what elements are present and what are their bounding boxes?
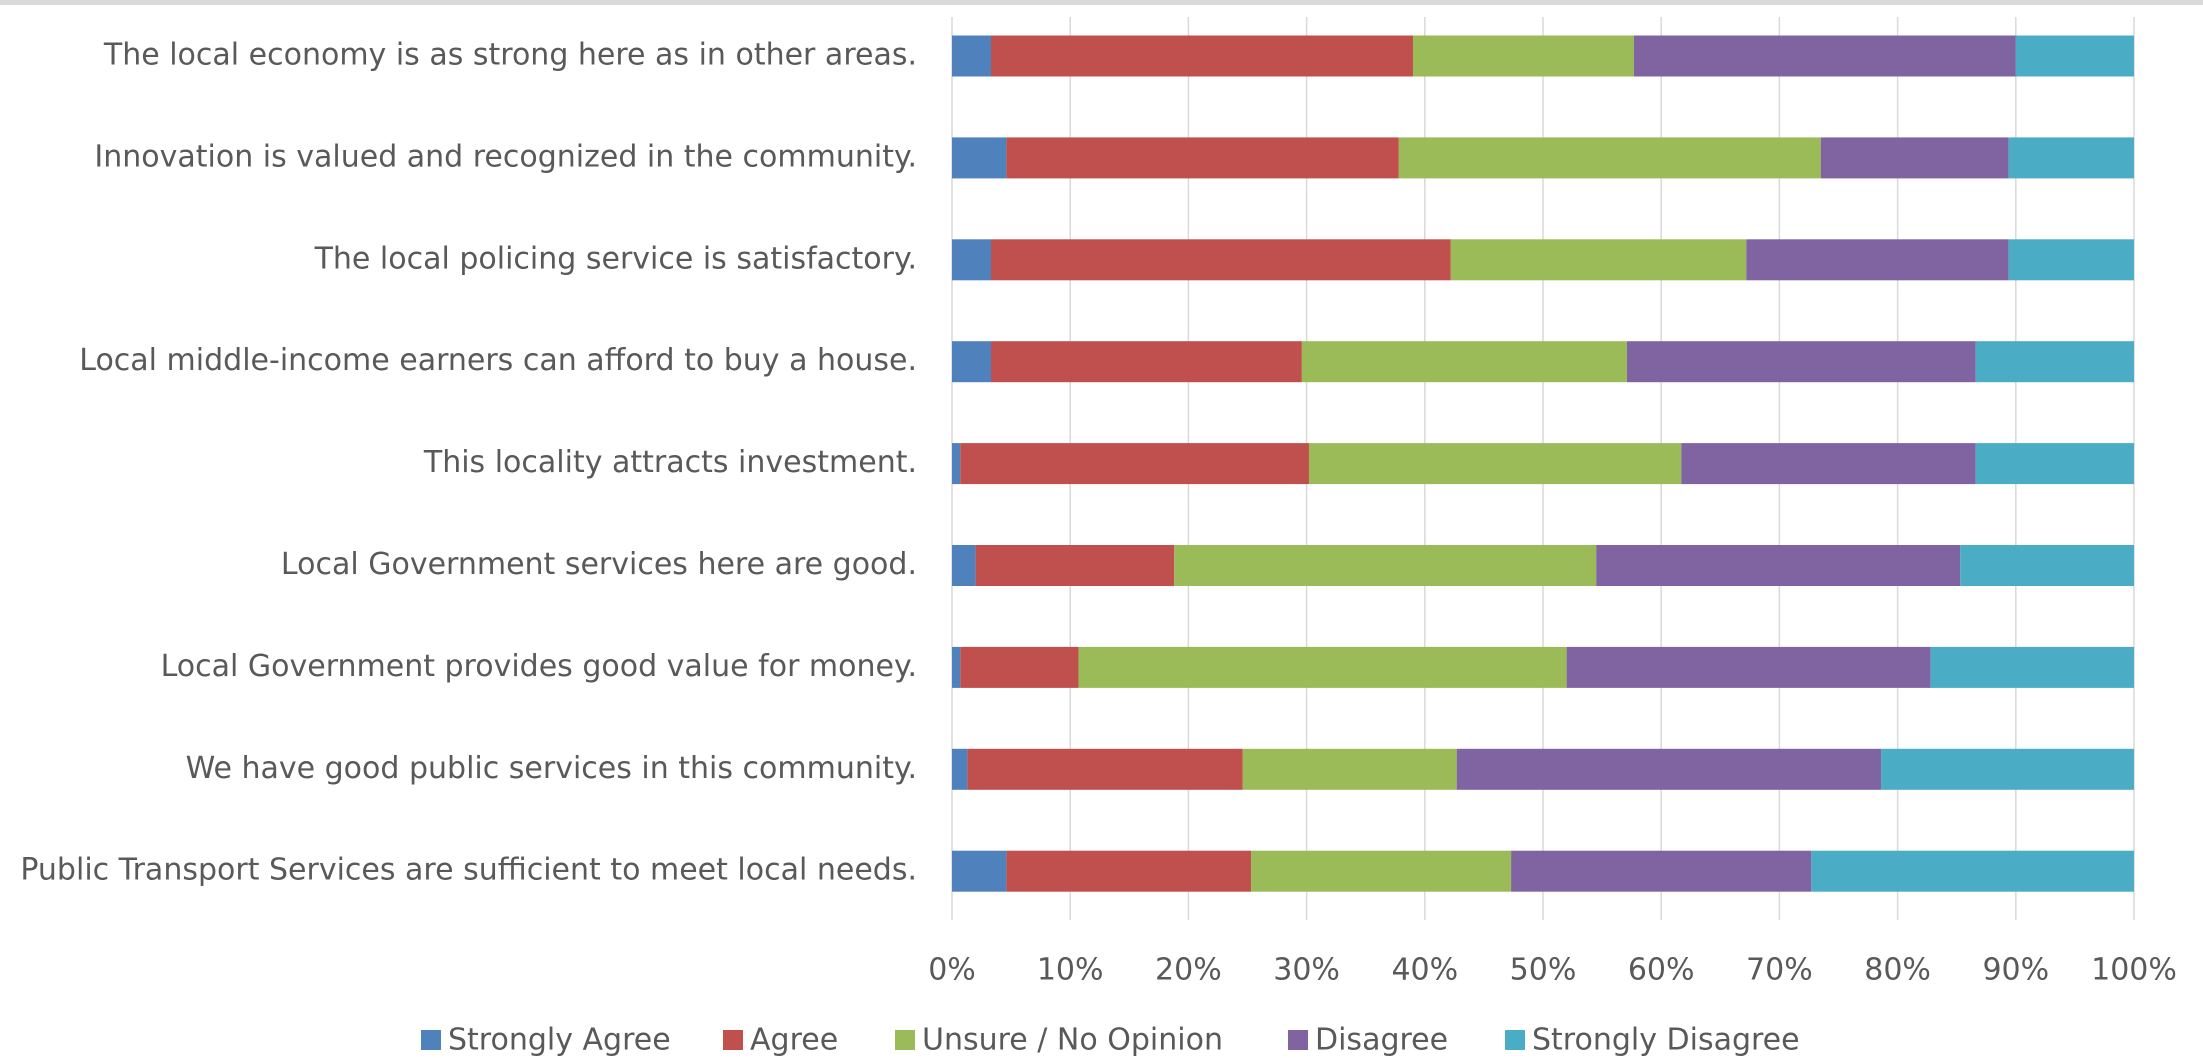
bar-segment bbox=[1078, 646, 1567, 688]
bar-segment bbox=[1301, 341, 1627, 383]
bar-segment bbox=[1450, 239, 1747, 281]
x-tick-label: 30% bbox=[1273, 953, 1340, 988]
y-tick-label: Public Transport Services are sufficient… bbox=[20, 853, 917, 888]
legend-swatch bbox=[1288, 1030, 1308, 1050]
bar-segment bbox=[952, 850, 1007, 892]
legend-swatch bbox=[895, 1030, 915, 1050]
y-tick-label: Local Government services here are good. bbox=[281, 547, 917, 582]
legend-swatch bbox=[421, 1030, 441, 1050]
legend-swatch bbox=[1505, 1030, 1525, 1050]
bar-segment bbox=[967, 748, 1243, 790]
y-tick-label: Local Government provides good value for… bbox=[161, 649, 917, 684]
bar-segment bbox=[2008, 239, 2134, 281]
bar-segment bbox=[1308, 443, 1682, 485]
legend-label: Agree bbox=[750, 1023, 838, 1058]
bar-segment bbox=[1634, 35, 2016, 77]
bar-segment bbox=[1820, 137, 2009, 179]
x-tick-label: 10% bbox=[1037, 953, 1104, 988]
x-tick-label: 100% bbox=[2091, 953, 2177, 988]
bar-segment bbox=[1566, 646, 1931, 688]
bar-segment bbox=[1456, 748, 1882, 790]
bar-segment bbox=[952, 35, 992, 77]
legend-label: Strongly Disagree bbox=[1532, 1023, 1800, 1058]
bar-segment bbox=[991, 239, 1451, 281]
x-tick-label: 40% bbox=[1391, 953, 1458, 988]
bar-segment bbox=[1930, 646, 2134, 688]
y-tick-label: Innovation is valued and recognized in t… bbox=[94, 139, 917, 174]
x-tick-label: 0% bbox=[928, 953, 976, 988]
bar-segment bbox=[991, 341, 1302, 383]
x-tick-label: 70% bbox=[1746, 953, 1813, 988]
bar-segment bbox=[1975, 443, 2134, 485]
bar-segment bbox=[1006, 850, 1252, 892]
bar-segment bbox=[1881, 748, 2134, 790]
legend-label: Strongly Agree bbox=[448, 1023, 671, 1058]
bar-segment bbox=[952, 239, 992, 281]
top-border bbox=[0, 0, 2203, 5]
bar-segment bbox=[952, 646, 961, 688]
x-tick-label: 60% bbox=[1628, 953, 1695, 988]
bar-segment bbox=[1398, 137, 1821, 179]
bar-segment bbox=[1746, 239, 2009, 281]
legend-label: Unsure / No Opinion bbox=[922, 1023, 1223, 1058]
bar-segment bbox=[1811, 850, 2134, 892]
bar-segment bbox=[952, 545, 976, 586]
bar-segment bbox=[952, 443, 961, 485]
y-tick-label: Local middle-income earners can afford t… bbox=[79, 343, 917, 378]
bar-segment bbox=[1960, 545, 2134, 586]
bar-segment bbox=[1242, 748, 1457, 790]
bar-segment bbox=[2015, 35, 2134, 77]
bar-segment bbox=[991, 35, 1413, 77]
legend-swatch bbox=[723, 1030, 743, 1050]
bar-segment bbox=[975, 545, 1175, 586]
bar-segment bbox=[1412, 35, 1635, 77]
bar-segment bbox=[952, 341, 992, 383]
x-tick-label: 50% bbox=[1510, 953, 1577, 988]
bar-segment bbox=[960, 646, 1079, 688]
y-tick-label: This locality attracts investment. bbox=[423, 445, 917, 480]
x-tick-label: 90% bbox=[1982, 953, 2049, 988]
y-tick-label: The local economy is as strong here as i… bbox=[103, 38, 917, 73]
bar-segment bbox=[1681, 443, 1976, 485]
bar-segment bbox=[1174, 545, 1597, 586]
y-tick-label: The local policing service is satisfacto… bbox=[314, 241, 917, 276]
bar-segment bbox=[960, 443, 1309, 485]
bar-segment bbox=[952, 748, 968, 790]
bar-segment bbox=[952, 137, 1007, 179]
bar-segment bbox=[1975, 341, 2134, 383]
y-tick-label: We have good public services in this com… bbox=[186, 751, 917, 786]
x-tick-label: 20% bbox=[1155, 953, 1222, 988]
bar-segment bbox=[2008, 137, 2134, 179]
x-tick-label: 80% bbox=[1864, 953, 1931, 988]
bar-segment bbox=[1626, 341, 1976, 383]
bar-segment bbox=[1251, 850, 1512, 892]
bar-segment bbox=[1511, 850, 1812, 892]
legend-label: Disagree bbox=[1315, 1023, 1448, 1058]
bar-segment bbox=[1596, 545, 1961, 586]
bar-segment bbox=[1006, 137, 1399, 179]
